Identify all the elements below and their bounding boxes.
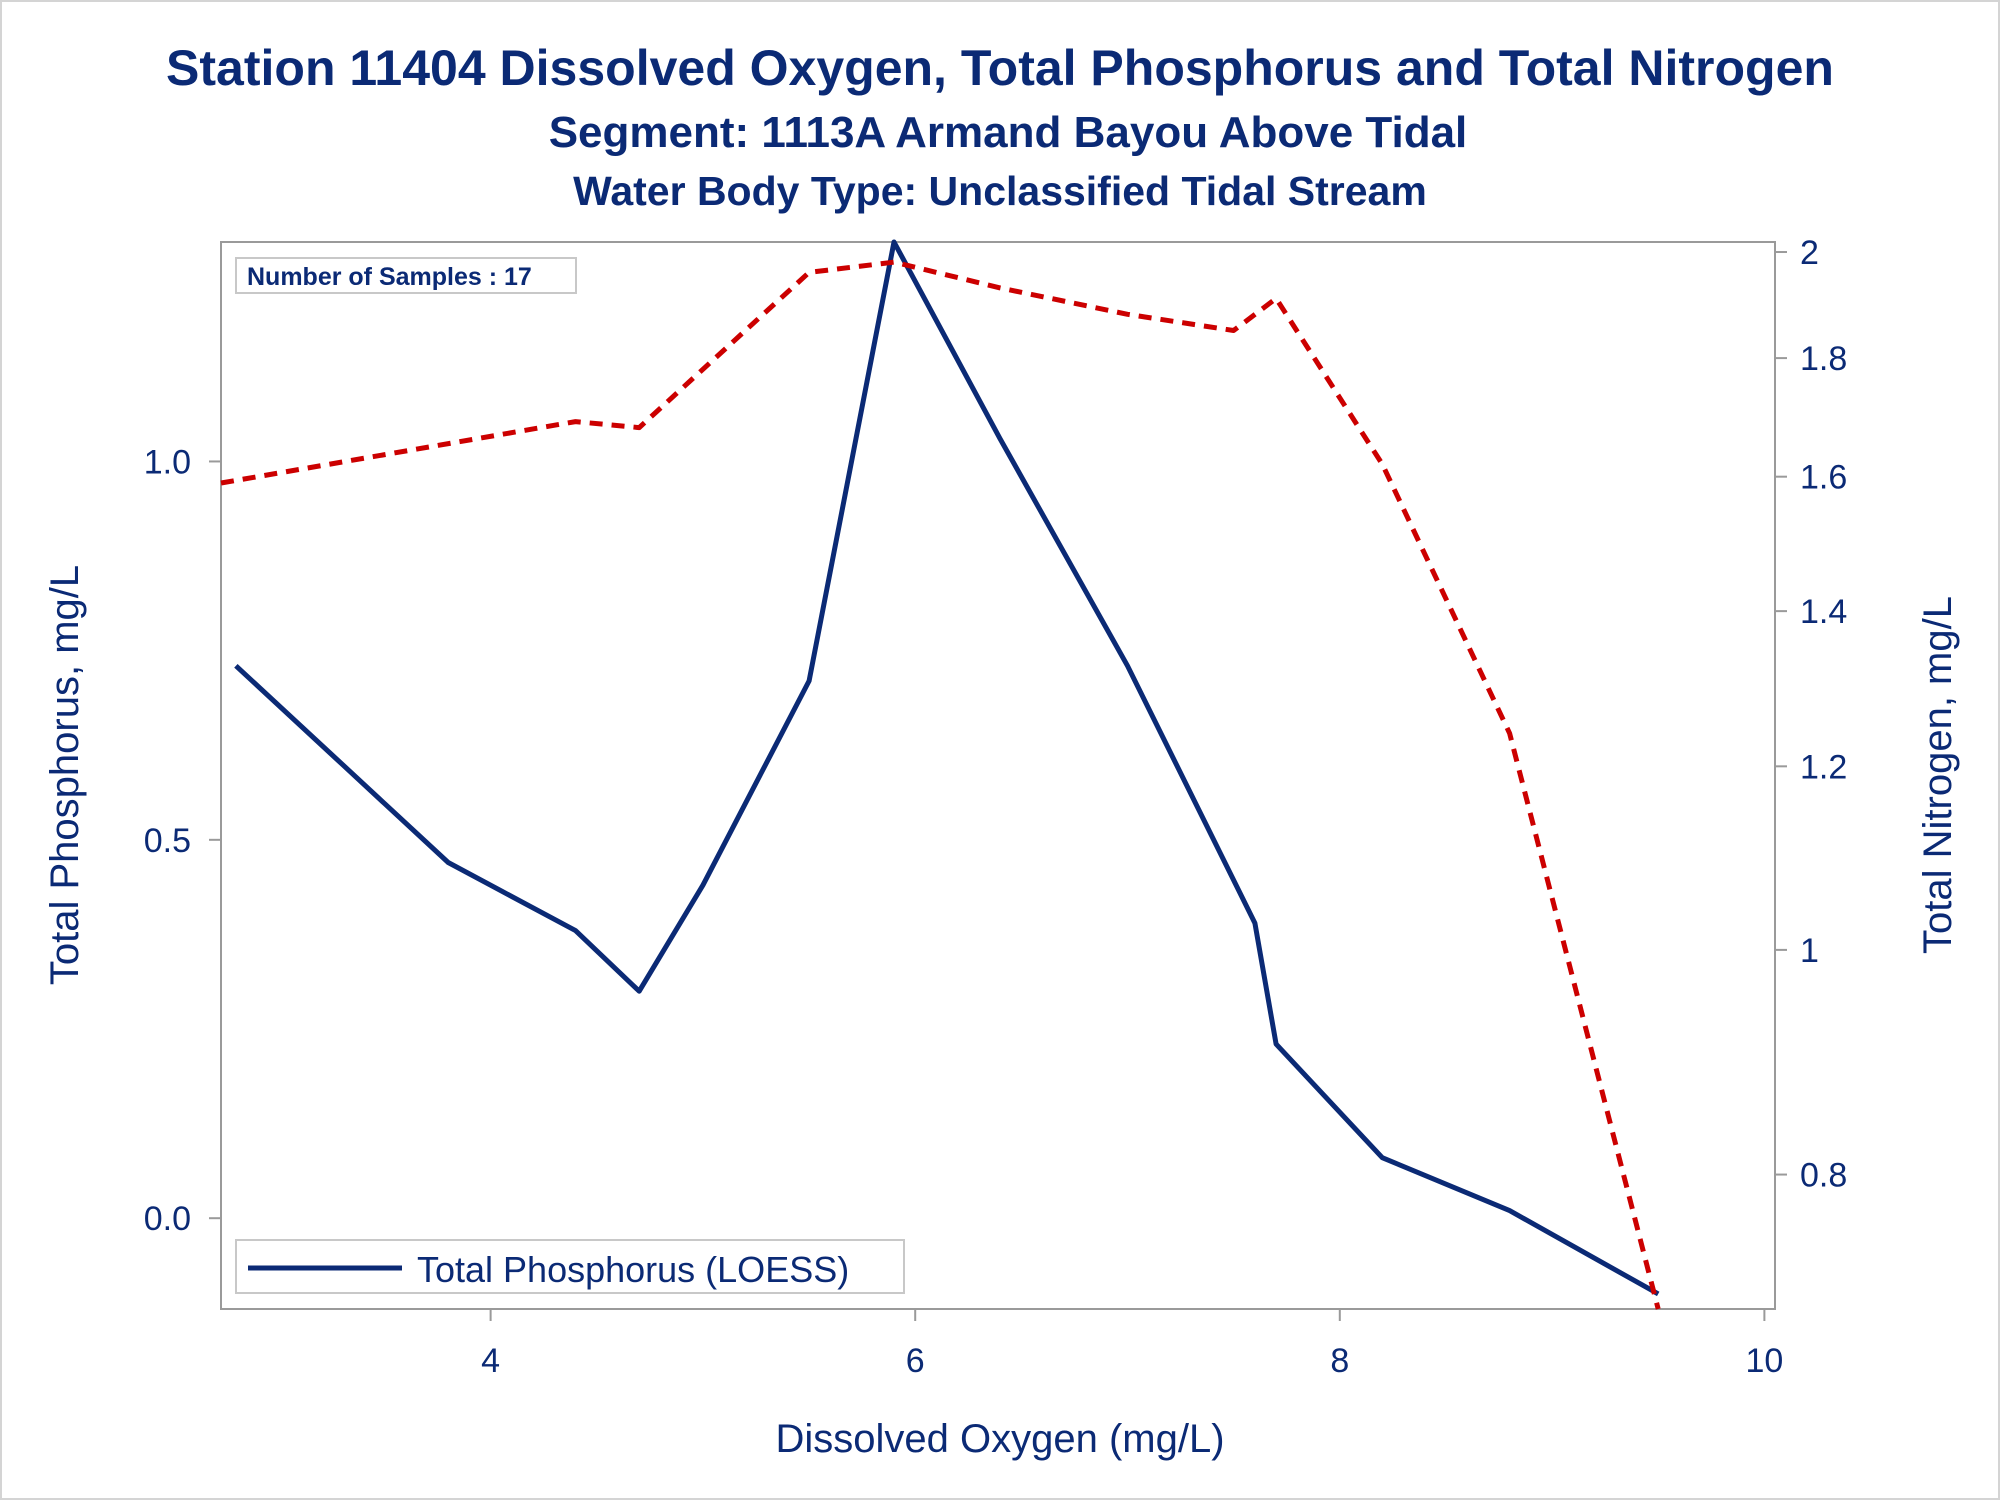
y-axis-right-title: Total Nitrogen, mg/L	[1916, 596, 1960, 954]
chart-title: Station 11404 Dissolved Oxygen, Total Ph…	[166, 40, 1834, 96]
y-right-tick-label: 0.8	[1800, 1157, 1847, 1195]
y-right-tick-label: 1	[1800, 932, 1819, 970]
y-right-tick-label: 1.6	[1800, 459, 1847, 497]
y-left-tick-label: 0.5	[144, 822, 191, 860]
plot-area	[220, 241, 1776, 1310]
y-right-tick-label: 1.8	[1800, 340, 1847, 378]
total-nitrogen-line	[220, 259, 1661, 1310]
chart-subtitle-2: Water Body Type: Unclassified Tidal Stre…	[573, 168, 1427, 214]
y-right-tick-label: 1.4	[1800, 593, 1847, 631]
x-tick-label: 8	[1330, 1342, 1349, 1380]
x-tick-label: 6	[906, 1342, 925, 1380]
x-tick-label: 4	[481, 1342, 500, 1380]
y-axis-left-title: Total Phosphorus, mg/L	[43, 565, 87, 985]
x-tick-label: 10	[1745, 1342, 1783, 1380]
y-right-tick-label: 1.2	[1800, 748, 1847, 786]
y-right-tick-label: 2	[1800, 234, 1819, 272]
y-left-tick-label: 0.0	[144, 1200, 191, 1238]
x-axis-title: Dissolved Oxygen (mg/L)	[775, 1417, 1224, 1461]
sample-count-box	[235, 257, 577, 294]
legend-entry-label: Total Phosphorus (LOESS)	[417, 1249, 849, 1290]
y-left-tick-label: 1.0	[144, 443, 191, 481]
sample-count-label: Number of Samples : 17	[247, 263, 532, 291]
total-phosphorus-line	[234, 239, 1660, 1297]
chart-subtitle: Segment: 1113A Armand Bayou Above Tidal	[549, 108, 1468, 157]
